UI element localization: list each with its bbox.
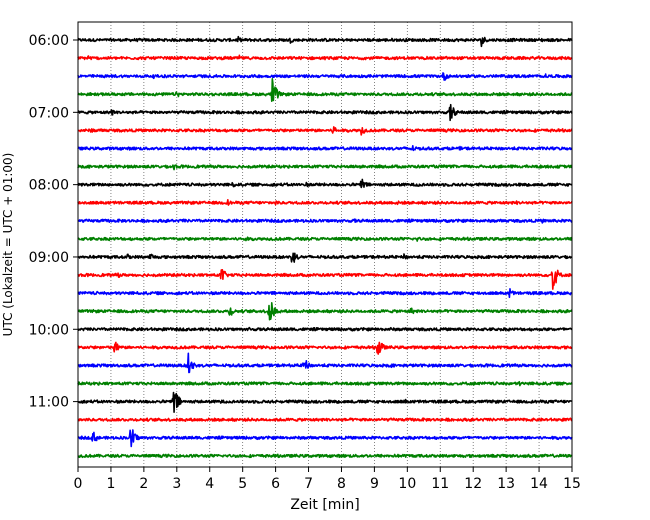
x-tick-label: 10 [398, 476, 416, 492]
trace-line [77, 380, 573, 387]
trace-line [77, 54, 573, 61]
x-tick-label: 6 [271, 476, 280, 492]
trace-line [77, 72, 573, 81]
x-tick-label: 3 [172, 476, 181, 492]
y-tick-label: 08:00 [29, 178, 69, 194]
trace-line [77, 352, 573, 374]
y-axis-label: UTC (Lokalzeit = UTC + 01:00) [1, 153, 15, 337]
trace-line [77, 252, 573, 263]
x-tick-label: 9 [370, 476, 379, 492]
x-axis: 0 1 2 3 4 5 6 7 8 9 10 11 12 13 14 15 [74, 467, 581, 492]
x-tick-label: 15 [563, 476, 581, 492]
trace-line [77, 453, 573, 459]
trace-line [77, 145, 573, 152]
trace-line [77, 391, 573, 413]
y-tick-label: 11:00 [29, 395, 69, 411]
x-tick-label: 8 [337, 476, 346, 492]
trace-line [77, 103, 573, 122]
trace-line [77, 288, 573, 299]
trace-line [77, 236, 573, 242]
x-tick-label: 1 [106, 476, 115, 492]
trace-line [77, 269, 573, 290]
x-tick-label: 11 [431, 476, 449, 492]
trace-line [77, 302, 573, 321]
trace-line [77, 429, 573, 448]
trace-line [77, 126, 573, 136]
trace-line [77, 164, 573, 171]
y-tick-label: 07:00 [29, 105, 69, 121]
x-tick-label: 5 [238, 476, 247, 492]
plot-frame [77, 21, 573, 468]
x-tick-label: 7 [304, 476, 313, 492]
x-tick-label: 2 [139, 476, 148, 492]
trace-line [77, 341, 573, 355]
x-tick-label: 4 [205, 476, 214, 492]
y-tick-label: 09:00 [29, 250, 69, 266]
x-axis-label: Zeit [min] [290, 497, 359, 513]
y-axis: 06:00 07:00 08:00 09:00 10:00 11:00 [29, 33, 78, 411]
x-tick-label: 12 [464, 476, 482, 492]
x-tick-label: 13 [497, 476, 515, 492]
grid-lines [110, 22, 540, 467]
trace-line [77, 78, 573, 102]
y-tick-label: 06:00 [29, 33, 69, 49]
trace-line [77, 178, 573, 189]
trace-line [77, 35, 573, 48]
trace-line [77, 417, 573, 423]
y-tick-label: 10:00 [29, 322, 69, 338]
trace-line [77, 326, 573, 332]
x-tick-label: 14 [530, 476, 548, 492]
trace-line [77, 218, 573, 224]
trace-line [77, 198, 573, 206]
trace-group [77, 35, 573, 459]
x-tick-label: 0 [74, 476, 83, 492]
